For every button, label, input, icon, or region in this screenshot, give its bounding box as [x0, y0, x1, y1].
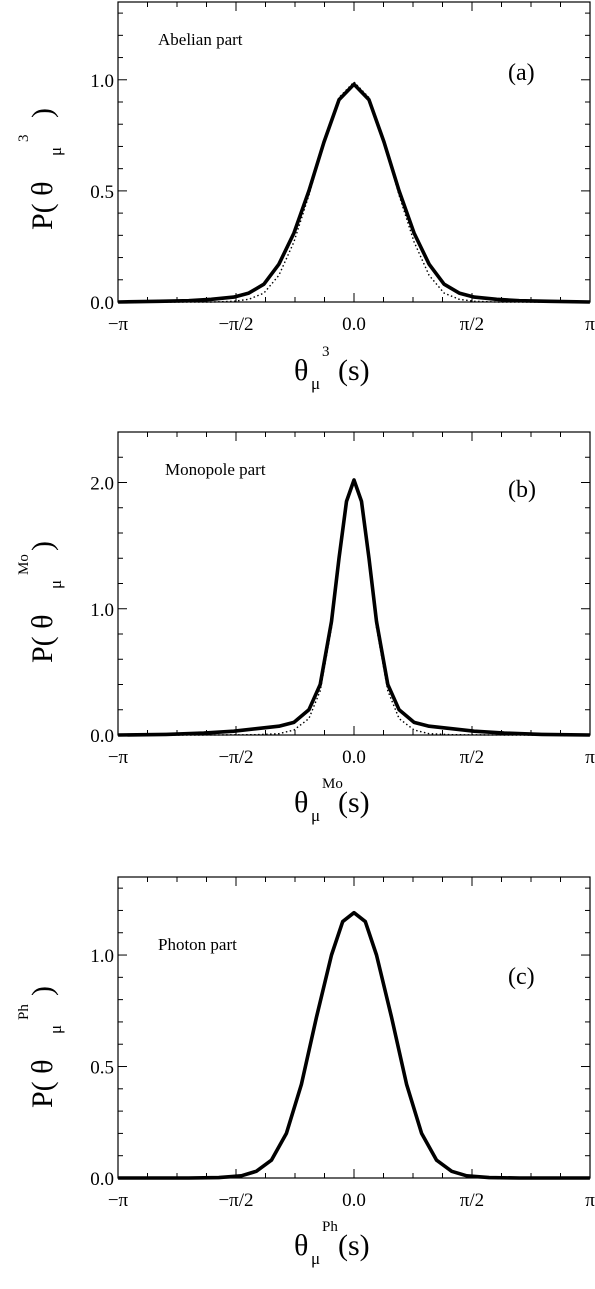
- y-axis-label: P( θ μ Ph ): [16, 986, 65, 1108]
- x-tick-label: 0.0: [342, 1190, 366, 1211]
- series-line-solid: [118, 480, 590, 735]
- x-axis-subscript: μ: [311, 806, 320, 825]
- y-tick-label: 0.5: [90, 182, 114, 203]
- x-tick-label: −π: [108, 747, 129, 768]
- panel-annotation: Photon part: [158, 935, 237, 954]
- x-axis-superscript: Ph: [322, 1219, 338, 1235]
- y-axis-superscript: Ph: [16, 1004, 32, 1020]
- panel-label: (c): [508, 964, 535, 990]
- y-axis-label: P( θ μ Mo ): [16, 541, 65, 663]
- x-tick-label: 0.0: [342, 747, 366, 768]
- x-tick-label: π: [585, 1190, 595, 1211]
- x-axis-subscript: μ: [311, 374, 320, 393]
- y-tick-label: 0.0: [90, 293, 114, 314]
- x-tick-label: 0.0: [342, 314, 366, 335]
- x-tick-label: π/2: [460, 314, 484, 335]
- x-tick-label: −π: [108, 1190, 129, 1211]
- series-line-solid: [118, 84, 590, 302]
- series-line-dotted: [118, 82, 590, 302]
- y-tick-label: 1.0: [90, 946, 114, 967]
- y-axis-main: P( θ: [26, 181, 59, 230]
- x-axis-tail: (s): [338, 786, 370, 819]
- x-tick-label: −π/2: [218, 1190, 253, 1211]
- x-tick-label: −π/2: [218, 314, 253, 335]
- y-tick-label: 0.0: [90, 1169, 114, 1190]
- x-tick-label: π/2: [460, 1190, 484, 1211]
- x-axis-tail: (s): [338, 354, 370, 387]
- y-axis-subscript: μ: [46, 580, 65, 589]
- y-axis-tail: ): [26, 108, 59, 118]
- plot-frame: [118, 877, 590, 1178]
- y-axis-subscript: μ: [46, 1025, 65, 1034]
- x-axis-tail: (s): [338, 1229, 370, 1262]
- y-axis-main: P( θ: [26, 1059, 59, 1108]
- x-tick-label: π: [585, 747, 595, 768]
- panel-label: (b): [508, 477, 536, 503]
- y-axis-tail: ): [26, 541, 59, 551]
- panel-annotation: Abelian part: [158, 30, 243, 49]
- x-tick-label: −π/2: [218, 747, 253, 768]
- y-tick-label: 1.0: [90, 600, 114, 621]
- y-axis-main: P( θ: [26, 614, 59, 663]
- x-axis-symbol: θ: [294, 354, 308, 387]
- y-axis-subscript: μ: [46, 147, 65, 156]
- x-axis-symbol: θ: [294, 786, 308, 819]
- y-tick-label: 2.0: [90, 474, 114, 495]
- y-tick-label: 0.0: [90, 726, 114, 747]
- x-tick-label: π: [585, 314, 595, 335]
- y-axis-superscript: 3: [16, 135, 32, 143]
- x-axis-subscript: μ: [311, 1249, 320, 1268]
- panel-label: (a): [508, 60, 535, 86]
- y-tick-label: 1.0: [90, 71, 114, 92]
- y-axis-superscript: Mo: [16, 554, 32, 575]
- x-axis-symbol: θ: [294, 1229, 308, 1262]
- series-line-dotted: [118, 480, 590, 735]
- y-axis-label: P( θ μ 3 ): [16, 108, 65, 230]
- x-tick-label: −π: [108, 314, 129, 335]
- x-axis-superscript: 3: [322, 344, 330, 360]
- panel-annotation: Monopole part: [165, 460, 266, 479]
- y-axis-tail: ): [26, 986, 59, 996]
- x-tick-label: π/2: [460, 747, 484, 768]
- y-tick-label: 0.5: [90, 1058, 114, 1079]
